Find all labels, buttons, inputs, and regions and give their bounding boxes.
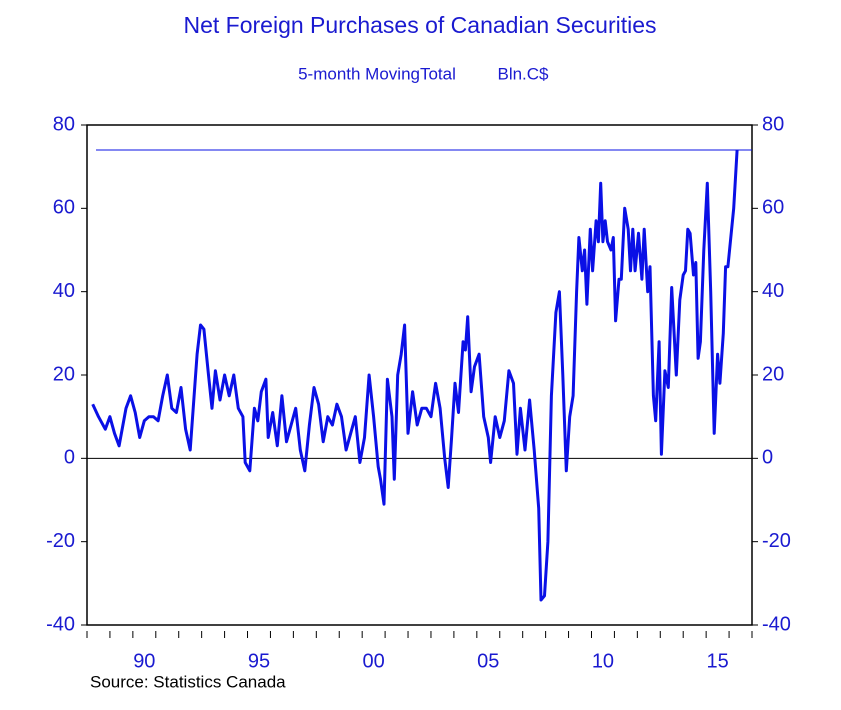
y-tick-label: -40 — [46, 613, 75, 635]
y-tick-label: 40 — [53, 280, 75, 302]
x-tick-label: 95 — [248, 650, 270, 672]
chart-subtitle: 5-month MovingTotal — [298, 64, 456, 83]
source-note: Source: Statistics Canada — [90, 672, 286, 691]
x-tick-label: 00 — [363, 650, 385, 672]
y2-tick-label: 60 — [762, 197, 784, 219]
y2-tick-label: -40 — [762, 613, 791, 635]
y-tick-label: 20 — [53, 363, 75, 385]
chart-title: Net Foreign Purchases of Canadian Securi… — [183, 12, 656, 38]
y-tick-label: -20 — [46, 530, 75, 552]
x-tick-label: 05 — [477, 650, 499, 672]
y-tick-label: 60 — [53, 197, 75, 219]
unit-label: Bln.C$ — [497, 64, 549, 83]
x-tick-label: 10 — [592, 650, 614, 672]
y2-tick-label: 40 — [762, 280, 784, 302]
data-line — [91, 149, 739, 602]
y2-tick-label: 80 — [762, 113, 784, 135]
y-tick-label: 80 — [53, 113, 75, 135]
x-tick-label: 15 — [706, 650, 728, 672]
y2-tick-label: -20 — [762, 530, 791, 552]
y-tick-label: 0 — [64, 447, 75, 469]
y2-tick-label: 0 — [762, 447, 773, 469]
x-tick-label: 90 — [133, 650, 155, 672]
y2-tick-label: 20 — [762, 363, 784, 385]
